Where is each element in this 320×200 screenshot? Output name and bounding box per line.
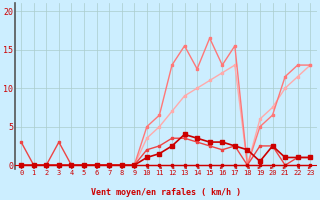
X-axis label: Vent moyen/en rafales ( km/h ): Vent moyen/en rafales ( km/h ) bbox=[91, 188, 241, 197]
